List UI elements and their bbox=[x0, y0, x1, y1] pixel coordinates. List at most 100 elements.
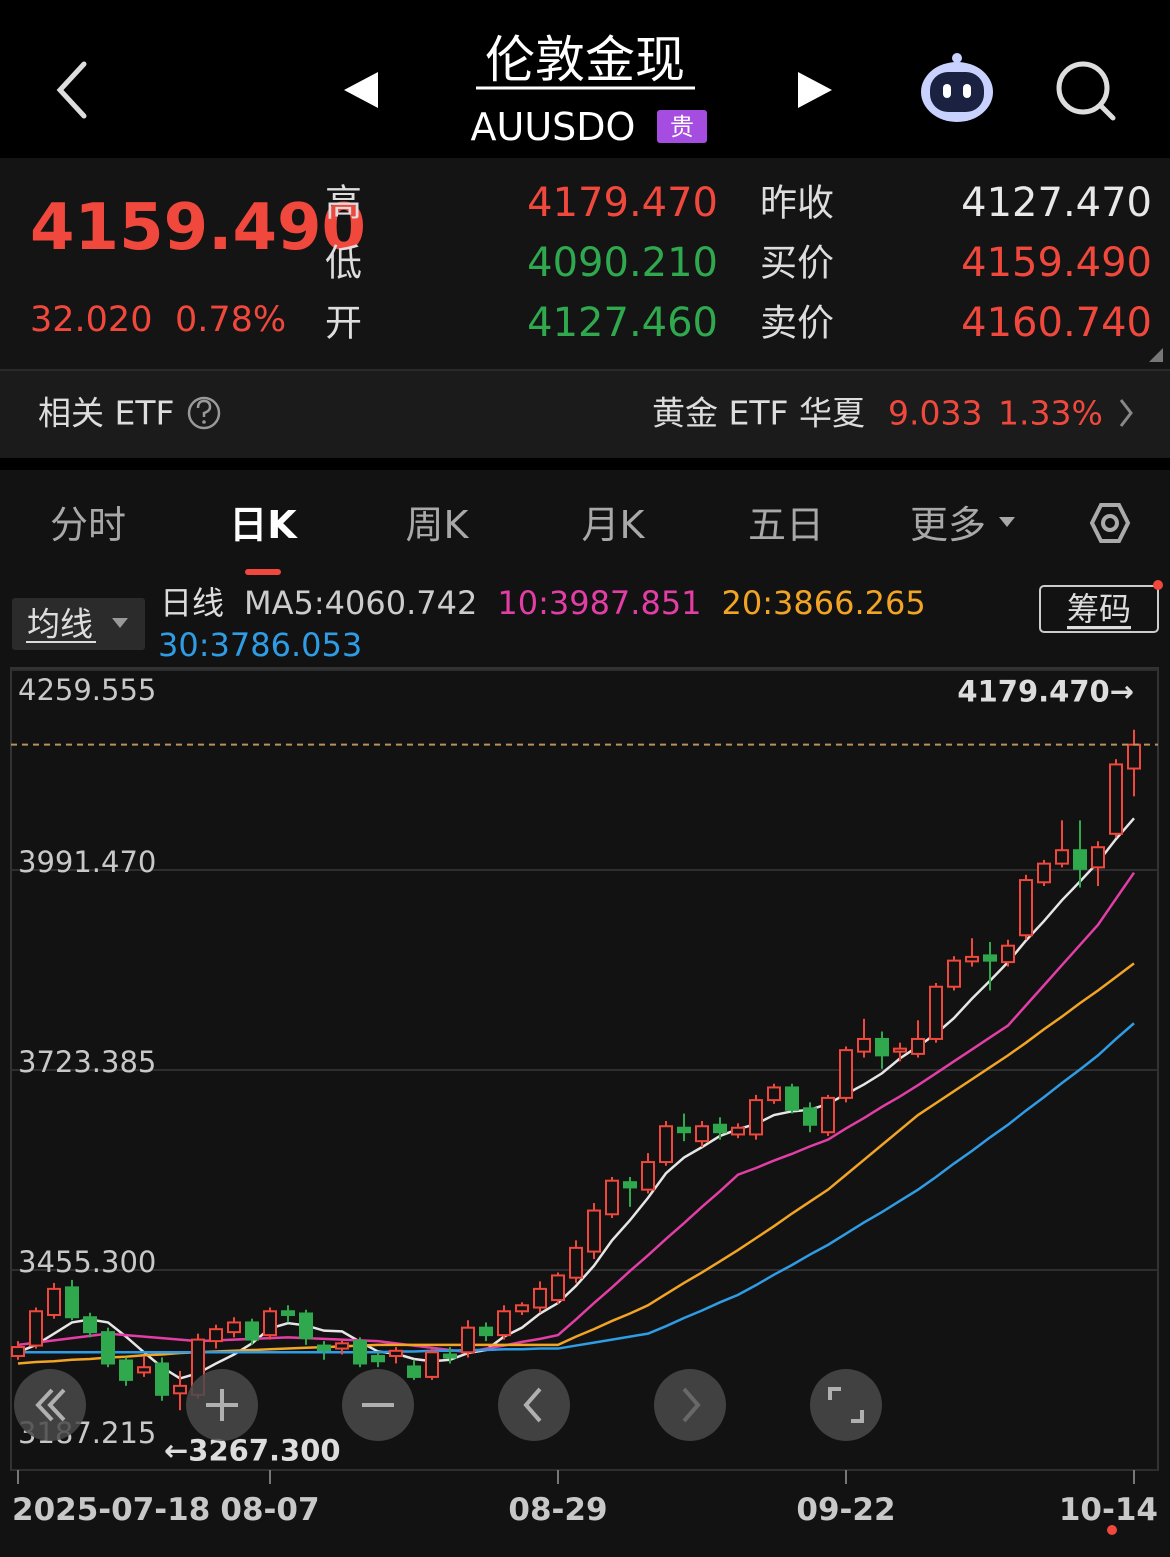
robot-eye bbox=[943, 84, 951, 98]
chips-button[interactable] bbox=[1039, 585, 1159, 633]
candle-body bbox=[929, 985, 943, 1040]
control-icon bbox=[206, 1389, 238, 1421]
etf-name[interactable]: 黄金 ETF 华夏 bbox=[652, 394, 865, 433]
x-tick-label: 2025-07-18 bbox=[12, 1492, 210, 1528]
legend-name: MA5: bbox=[244, 584, 325, 622]
control-icon bbox=[523, 1387, 542, 1423]
candle-body bbox=[641, 1161, 655, 1191]
candle-body bbox=[947, 959, 961, 988]
help-dot bbox=[202, 420, 206, 424]
candle-body bbox=[839, 1049, 853, 1099]
quote-bg bbox=[0, 158, 1170, 370]
etf-bg bbox=[0, 370, 1170, 458]
stat-value: 4159.490 bbox=[961, 240, 1152, 286]
tab[interactable]: 分时 bbox=[50, 503, 126, 547]
tab-indicator bbox=[245, 569, 281, 575]
candle-body bbox=[317, 1344, 331, 1352]
settings-button[interactable] bbox=[1089, 503, 1131, 543]
scroll-right-button[interactable] bbox=[654, 1369, 726, 1441]
candle-body bbox=[137, 1366, 151, 1374]
price-change: 32.020 bbox=[30, 300, 152, 340]
candle-body bbox=[875, 1037, 889, 1057]
candle-body bbox=[407, 1365, 421, 1378]
candle-body bbox=[1109, 763, 1123, 835]
candle-body bbox=[605, 1179, 619, 1216]
back-button[interactable] bbox=[56, 61, 87, 119]
x-tick-label: 08-07 bbox=[220, 1492, 319, 1528]
last-price: 4159.490 bbox=[30, 191, 366, 265]
legend-value: 3987.851 bbox=[549, 584, 702, 622]
candle-body bbox=[515, 1304, 529, 1313]
tab-active[interactable]: 日K bbox=[229, 503, 298, 547]
stat-label: 买价 bbox=[760, 242, 834, 285]
high-marker: 4179.470→ bbox=[957, 675, 1134, 709]
stat-label: 昨收 bbox=[760, 182, 834, 225]
candle-body bbox=[911, 1037, 925, 1055]
candle-body bbox=[29, 1310, 43, 1347]
candle-body bbox=[353, 1340, 367, 1365]
candle-body bbox=[209, 1328, 223, 1343]
help-icon[interactable] bbox=[187, 396, 221, 430]
candle-body bbox=[47, 1287, 61, 1316]
prev-button[interactable] bbox=[344, 72, 378, 108]
ma-legend: 30:3786.053 bbox=[158, 626, 362, 664]
candle-body bbox=[623, 1181, 637, 1189]
candle-body bbox=[857, 1037, 871, 1053]
help-mark bbox=[196, 399, 212, 417]
control-circle bbox=[654, 1369, 726, 1441]
candle-body bbox=[1073, 849, 1087, 870]
legend-name: 20: bbox=[722, 584, 774, 622]
gap bbox=[0, 458, 1170, 470]
zoom-in-button[interactable] bbox=[186, 1369, 258, 1441]
notify-dot bbox=[1153, 580, 1163, 590]
chart-controls bbox=[14, 1369, 882, 1441]
candle-body bbox=[461, 1326, 475, 1354]
stat-label: 卖价 bbox=[760, 302, 834, 345]
candle-body bbox=[1019, 879, 1033, 937]
search-handle bbox=[1098, 103, 1116, 121]
search-button[interactable] bbox=[1056, 61, 1116, 121]
etf-chevron[interactable] bbox=[1119, 399, 1133, 427]
candle-body bbox=[803, 1107, 817, 1126]
control-icon bbox=[682, 1387, 701, 1423]
next-button[interactable] bbox=[798, 72, 832, 108]
candle-body bbox=[1001, 944, 1015, 964]
legend-value: 3866.265 bbox=[773, 584, 926, 622]
candle-body bbox=[767, 1086, 781, 1102]
zoom-out-button[interactable] bbox=[342, 1369, 414, 1441]
candle-body bbox=[659, 1125, 673, 1164]
candle-body bbox=[389, 1349, 403, 1358]
tab[interactable]: 周K bbox=[406, 503, 470, 547]
settings-center bbox=[1101, 514, 1119, 532]
candle-body bbox=[677, 1126, 691, 1134]
ma-selector[interactable] bbox=[12, 598, 145, 650]
candle-body bbox=[65, 1286, 79, 1319]
candle-body bbox=[1127, 743, 1141, 770]
candle-body bbox=[821, 1096, 835, 1134]
candle-body bbox=[1037, 862, 1051, 884]
fullscreen-button[interactable] bbox=[810, 1369, 882, 1441]
title: 伦敦金现 bbox=[485, 31, 685, 89]
tab[interactable]: 五日 bbox=[748, 503, 824, 547]
period-label: 日线 bbox=[160, 584, 224, 622]
candle-body bbox=[101, 1331, 115, 1365]
etf-change: 1.33% bbox=[998, 394, 1103, 433]
legend-name: 10: bbox=[497, 584, 549, 622]
stat-label: 开 bbox=[325, 302, 362, 345]
help-circle bbox=[187, 396, 221, 430]
candle-body bbox=[785, 1086, 799, 1111]
assistant-button[interactable] bbox=[921, 53, 993, 122]
scroll-left-button[interactable] bbox=[498, 1369, 570, 1441]
expand-corner[interactable] bbox=[1149, 348, 1163, 362]
candle-body bbox=[425, 1351, 439, 1378]
tab[interactable]: 月K bbox=[582, 503, 646, 547]
candle-body bbox=[263, 1310, 277, 1337]
legend-value: 3786.053 bbox=[210, 626, 363, 664]
ma-legend: 日线 MA5:4060.742 10:3987.851 20:3866.265 bbox=[160, 584, 926, 622]
shrink-button[interactable] bbox=[14, 1369, 86, 1441]
tab[interactable]: 更多 bbox=[910, 503, 986, 547]
candle-body bbox=[155, 1362, 169, 1396]
legend-value: 4060.742 bbox=[325, 584, 478, 622]
